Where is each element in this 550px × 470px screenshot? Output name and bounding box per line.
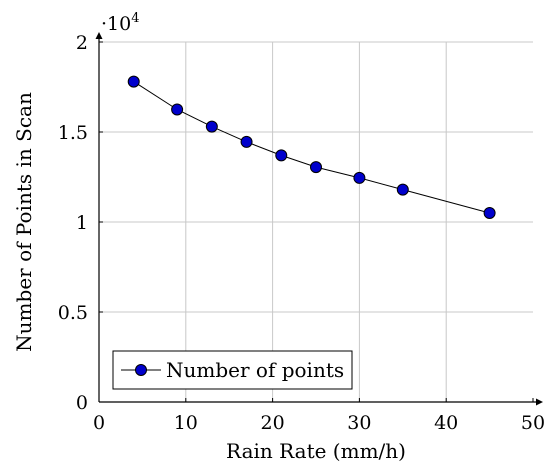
y-scale-base: ·10: [101, 13, 131, 35]
tick-labels: 0 10 20 30 40 50 0 0.5 1 1.5 2: [58, 32, 545, 434]
y-tick-label: 1: [76, 212, 88, 234]
data-point: [396, 183, 409, 196]
x-tick-label: 0: [93, 412, 105, 434]
data-point: [483, 207, 496, 219]
data-point: [171, 103, 184, 116]
data-point: [310, 161, 322, 174]
y-axis-arrow: [95, 32, 103, 39]
y-tick-label: 0: [76, 392, 88, 414]
data-point: [353, 171, 366, 184]
series-line: [133, 81, 490, 214]
data-point: [127, 75, 140, 88]
y-tick-label: 0.5: [58, 302, 88, 324]
x-tick-label: 40: [434, 412, 458, 434]
y-tick-label: 1.5: [58, 122, 88, 144]
legend-marker: [135, 364, 147, 376]
data-point: [240, 135, 253, 148]
y-tick-label: 2: [76, 32, 88, 54]
x-tick-label: 10: [174, 412, 198, 434]
x-tick-label: 30: [347, 412, 371, 434]
x-axis-arrow: [536, 398, 543, 406]
data-point: [205, 120, 218, 133]
x-axis-title: Rain Rate (mm/h): [226, 439, 406, 463]
legend-label: Number of points: [166, 358, 344, 382]
legend: Number of points: [112, 350, 353, 390]
grid: [99, 41, 533, 402]
y-scale-exponent: 4: [131, 11, 139, 26]
y-axis-title: Number of Points in Scan: [12, 92, 36, 352]
y-scale-label: ·104: [101, 11, 140, 35]
x-tick-label: 50: [521, 412, 545, 434]
x-tick-label: 20: [261, 412, 285, 434]
axes: [95, 32, 543, 406]
series-layer: [127, 75, 496, 219]
data-point: [275, 149, 288, 162]
